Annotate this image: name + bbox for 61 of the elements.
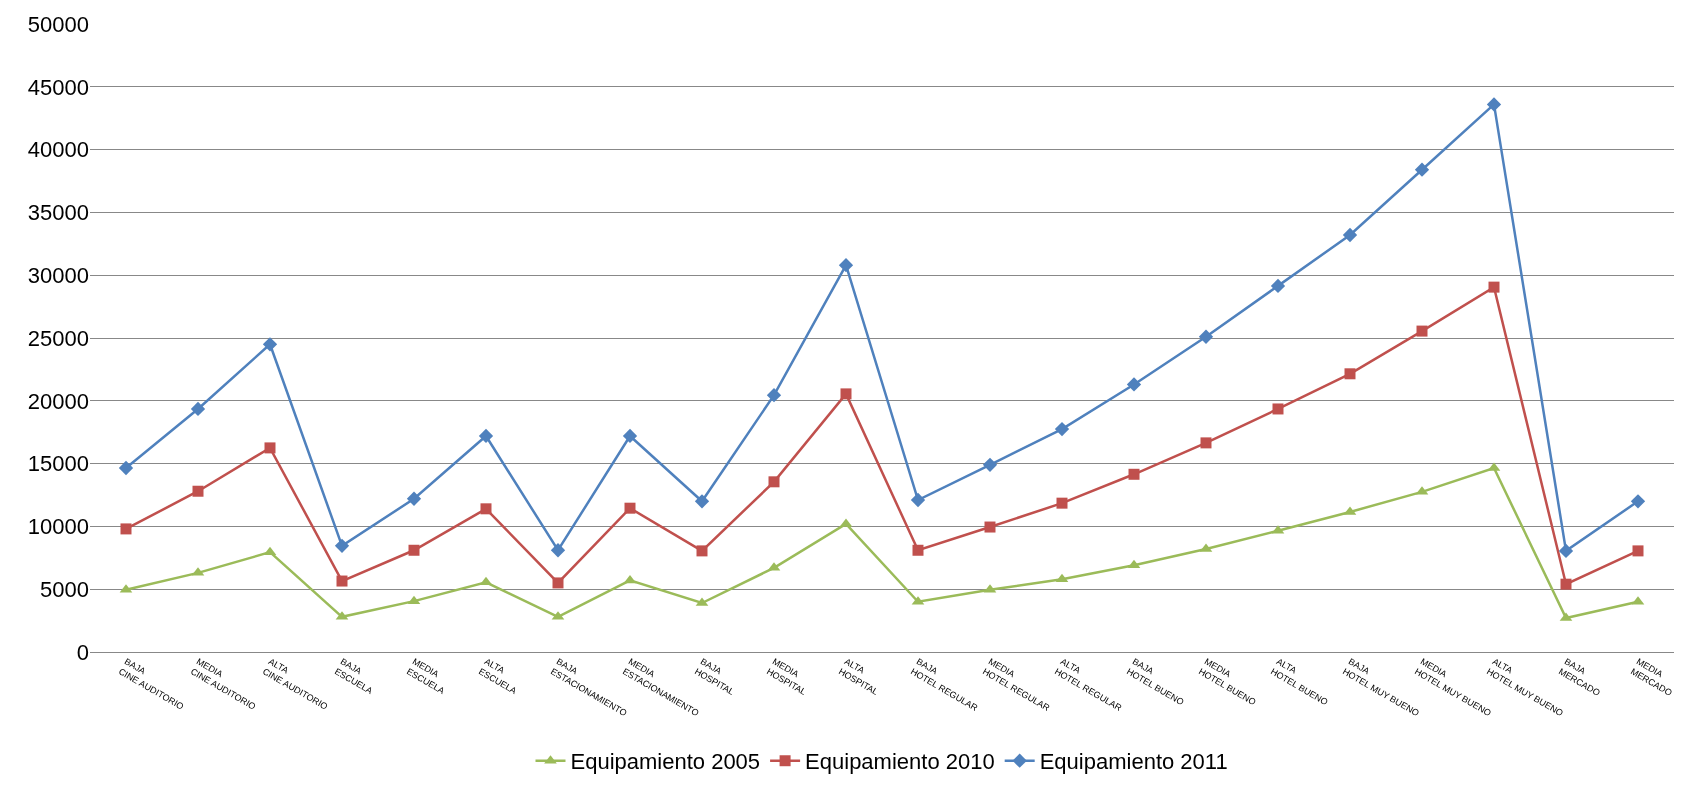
point [1486,97,1502,112]
y-tick-label: 45000 [27,74,89,100]
point [192,485,204,497]
point [623,574,637,584]
point [480,503,492,515]
point [694,494,710,509]
y-tick-label: 20000 [27,388,89,414]
y-tick-label: 35000 [27,200,89,226]
point [1560,578,1572,590]
point [1630,494,1646,509]
point [552,577,564,589]
point [550,543,566,558]
point [984,521,996,533]
point [910,492,926,508]
point [1198,329,1214,344]
point [1632,545,1644,557]
point [479,576,493,586]
point [406,491,422,506]
y-tick-label: 25000 [27,325,89,351]
point [478,428,494,444]
legend-label: Equipamiento 2010 [805,749,995,775]
point [336,575,348,587]
y-tick-label: 0 [76,639,89,665]
point [1558,543,1574,559]
point [766,388,782,403]
point [1344,368,1356,380]
point [624,502,636,514]
point [840,388,852,400]
point [1126,377,1142,392]
point [1128,468,1140,480]
point [1414,162,1430,177]
point [622,428,638,444]
point [1200,437,1212,449]
point [838,258,854,273]
point [1127,559,1141,569]
point [118,460,134,476]
point [264,442,276,454]
y-tick-label: 30000 [27,262,89,288]
y-tick-label: 40000 [27,137,89,163]
legend-label: Equipamiento 2005 [570,749,761,775]
legend-label: Equipamiento 2011 [1039,749,1228,775]
point [768,476,780,488]
point [696,545,708,557]
point [190,401,206,417]
y-tick-label: 15000 [27,451,89,477]
point [982,457,998,473]
point [912,544,924,556]
point [408,544,420,556]
point [1416,325,1428,337]
y-tick-label: 10000 [27,514,89,540]
point [120,523,132,535]
point [1342,227,1358,243]
point [1270,278,1286,294]
point [1488,281,1500,293]
point [1056,497,1068,509]
point [1272,403,1284,415]
point [262,337,278,352]
y-tick-label: 50000 [27,11,89,37]
y-tick-label: 5000 [40,576,89,602]
point [1054,421,1070,437]
point [334,538,350,554]
